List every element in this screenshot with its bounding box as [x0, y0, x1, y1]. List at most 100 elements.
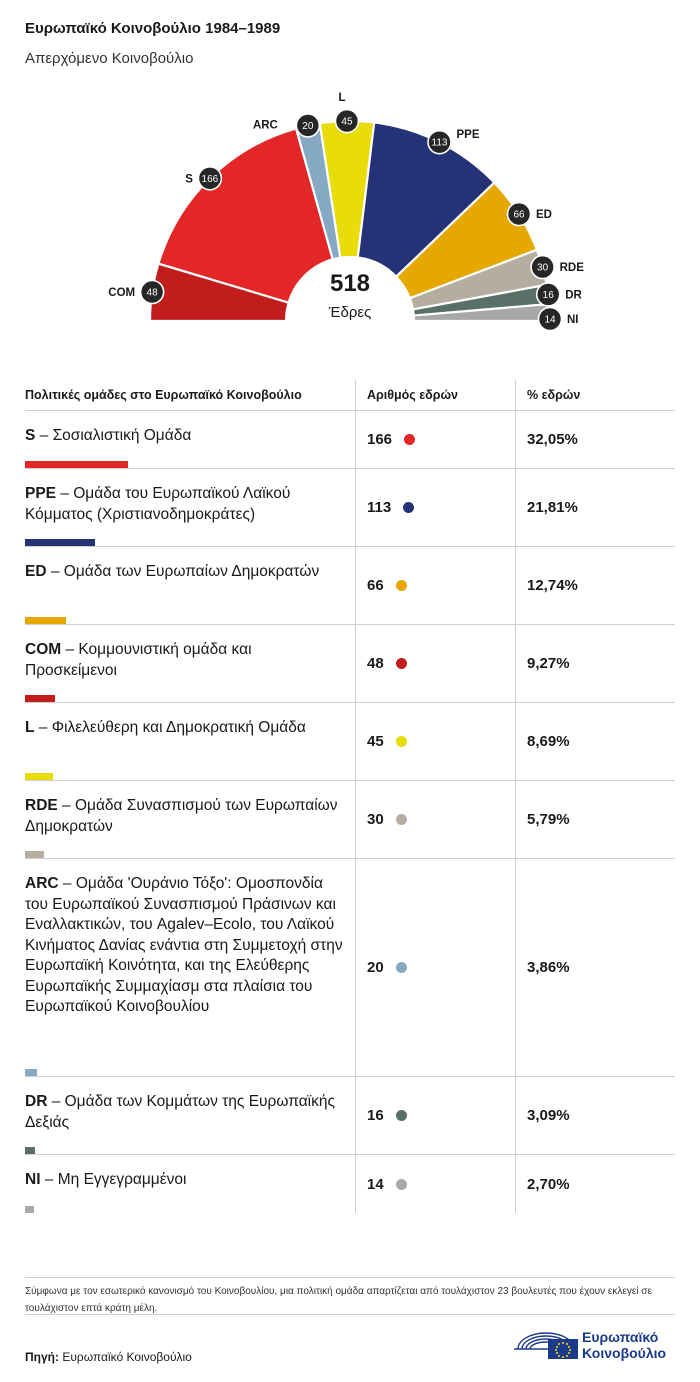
seat-badge-s [197, 165, 223, 191]
footer-divider [25, 1314, 675, 1315]
header-seats: Αριθμός εδρών [355, 380, 515, 410]
group-name: ED – Ομάδα των Ευρωπαίων Δημοκρατών [25, 562, 347, 583]
eu-stars-icon [555, 1342, 571, 1358]
groups-table: Πολιτικές ομάδες στο Ευρωπαϊκό Κοινοβούλ… [25, 380, 675, 1213]
hemicycle-label-dr: DR [565, 289, 582, 301]
table-header: Πολιτικές ομάδες στο Ευρωπαϊκό Κοινοβούλ… [25, 380, 675, 411]
seat-badge-value-ed: 66 [513, 210, 525, 221]
source-label: Πηγή: [25, 1350, 59, 1364]
group-share-bar [25, 539, 95, 546]
table-row: ARC – Ομάδα 'Ουράνιο Τόξο': Ομοσπονδία τ… [25, 859, 675, 1077]
hemicycle-label-ed: ED [536, 209, 552, 221]
table-row: NI – Μη Εγγεγραμμένοι 14 2,70% [25, 1155, 675, 1213]
percent-value: 32,05% [527, 431, 578, 448]
group-name: ARC – Ομάδα 'Ουράνιο Τόξο': Ομοσπονδία τ… [25, 874, 347, 1018]
percent-cell: 2,70% [515, 1155, 675, 1213]
group-fullname: – Μη Εγγεγραμμένοι [40, 1171, 187, 1188]
seats-value: 48 [367, 655, 384, 672]
logo-line-1: Ευρωπαϊκό [582, 1329, 659, 1345]
hemicycle-slice-s [157, 127, 335, 305]
seats-cell: 66 [355, 547, 515, 624]
percent-cell: 9,27% [515, 625, 675, 702]
group-abbr: PPE [25, 485, 57, 502]
seat-badge-value-rde: 30 [537, 263, 549, 274]
seat-badge-ed [506, 201, 532, 227]
group-cell: RDE – Ομάδα Συνασπισμού των Ευρωπαίων Δη… [25, 781, 355, 858]
table-body: S – Σοσιαλιστική Ομάδα 166 32,05% PPE – Ομά… [25, 411, 675, 1213]
seats-cell: 48 [355, 625, 515, 702]
percent-value: 3,09% [527, 1107, 570, 1124]
group-name: S – Σοσιαλιστική Ομάδα [25, 426, 347, 447]
seat-badge-value-arc: 20 [302, 121, 314, 132]
group-share-bar [25, 1147, 35, 1154]
seats-value: 30 [367, 811, 384, 828]
total-seats-label: Έδρες [328, 304, 372, 321]
table-row: DR – Ομάδα των Κομμάτων της Ευρωπαϊκής Δ… [25, 1077, 675, 1155]
percent-cell: 3,09% [515, 1077, 675, 1154]
seats-value: 20 [367, 959, 384, 976]
group-name: RDE – Ομάδα Συνασπισμού των Ευρωπαίων Δη… [25, 796, 347, 837]
group-fullname: – Ομάδα των Κομμάτων της Ευρωπαϊκής Δεξι… [25, 1093, 335, 1131]
seats-value: 14 [367, 1175, 384, 1193]
percent-value: 5,79% [527, 811, 570, 828]
group-fullname: – Φιλελεύθερη και Δημοκρατική Ομάδα [34, 719, 306, 736]
seats-value: 66 [367, 577, 384, 594]
seat-badge-rde [530, 254, 555, 280]
hemicycle-chart: 48 COM 166 S 20 ARC 45 L 113 PPE 66 ED 30 RDE 16 DR 14 NI… [108, 92, 585, 332]
seats-cell: 166 [355, 411, 515, 468]
group-abbr: L [25, 719, 35, 736]
percent-value: 21,81% [527, 499, 578, 516]
source-value: Ευρωπαϊκό Κοινοβούλιο [62, 1350, 192, 1364]
seat-badge-value-dr: 16 [543, 290, 555, 301]
table-row: ED – Ομάδα των Ευρωπαίων Δημοκρατών 66 12,… [25, 547, 675, 625]
group-cell: COM – Κομμουνιστική ομάδα και Προσκείμεν… [25, 625, 355, 702]
seat-badge-l [334, 108, 360, 134]
seat-badge-value-ppe: 113 [432, 138, 448, 149]
seats-cell: 30 [355, 781, 515, 858]
group-abbr: DR [25, 1093, 48, 1110]
group-color-dot-icon [395, 736, 407, 747]
group-share-bar [25, 1206, 34, 1213]
total-seats: 518 [330, 270, 370, 297]
table-row: RDE – Ομάδα Συνασπισμού των Ευρωπαίων Δη… [25, 781, 675, 859]
seats-cell: 20 [355, 859, 515, 1076]
hemicycle-label-s: S [185, 173, 193, 185]
seats-value: 166 [367, 431, 393, 448]
seats-value: 113 [367, 499, 392, 516]
group-cell: S – Σοσιαλιστική Ομάδα [25, 411, 355, 468]
hemicycle-label-rde: RDE [560, 262, 585, 274]
hemicycle-label-com: COM [108, 287, 135, 299]
group-name: L – Φιλελεύθερη και Δημοκρατική Ομάδα [25, 718, 347, 739]
group-share-bar [25, 461, 128, 468]
hemicycle-label-ppe: PPE [456, 129, 479, 141]
group-color-dot-icon [395, 814, 407, 825]
seat-badge-com [139, 279, 165, 305]
seats-cell: 45 [355, 703, 515, 780]
percent-value: 8,69% [527, 733, 570, 750]
seats-value: 45 [367, 733, 384, 750]
group-share-bar [25, 695, 55, 702]
group-color-dot-icon [395, 1110, 407, 1121]
chart-title: Ευρωπαϊκό Κοινοβούλιο 1984–1989 [25, 20, 281, 37]
european-parliament-logo [514, 1332, 578, 1359]
chart-subtitle: Απερχόμενο Κοινοβούλιο [25, 50, 194, 67]
seat-badge-ni [537, 306, 563, 332]
seat-badge-value-ni: 14 [544, 315, 556, 326]
group-color-dot-icon [395, 962, 407, 973]
group-fullname: – Σοσιαλιστική Ομάδα [35, 427, 192, 444]
seats-cell: 16 [355, 1077, 515, 1154]
percent-value: 9,27% [527, 655, 570, 672]
group-color-dot-icon [395, 580, 407, 591]
seats-cell: 14 [355, 1155, 515, 1213]
percent-cell: 3,86% [515, 859, 675, 1076]
source-line: Πηγή: Ευρωπαϊκό Κοινοβούλιο [25, 1350, 192, 1364]
percent-value: 3,86% [527, 959, 570, 976]
group-fullname: – Ομάδα των Ευρωπαίων Δημοκρατών [46, 563, 320, 580]
header-percent: % εδρών [515, 380, 675, 410]
seat-badge-arc [295, 113, 321, 138]
group-abbr: S [25, 427, 36, 444]
group-cell: DR – Ομάδα των Κομμάτων της Ευρωπαϊκής Δ… [25, 1077, 355, 1154]
group-name: PPE – Ομάδα του Ευρωπαϊκού Λαϊκού Κόμματ… [25, 484, 347, 525]
group-cell: ARC – Ομάδα 'Ουράνιο Τόξο': Ομοσπονδία τ… [25, 859, 355, 1076]
group-color-dot-icon [395, 1178, 407, 1190]
